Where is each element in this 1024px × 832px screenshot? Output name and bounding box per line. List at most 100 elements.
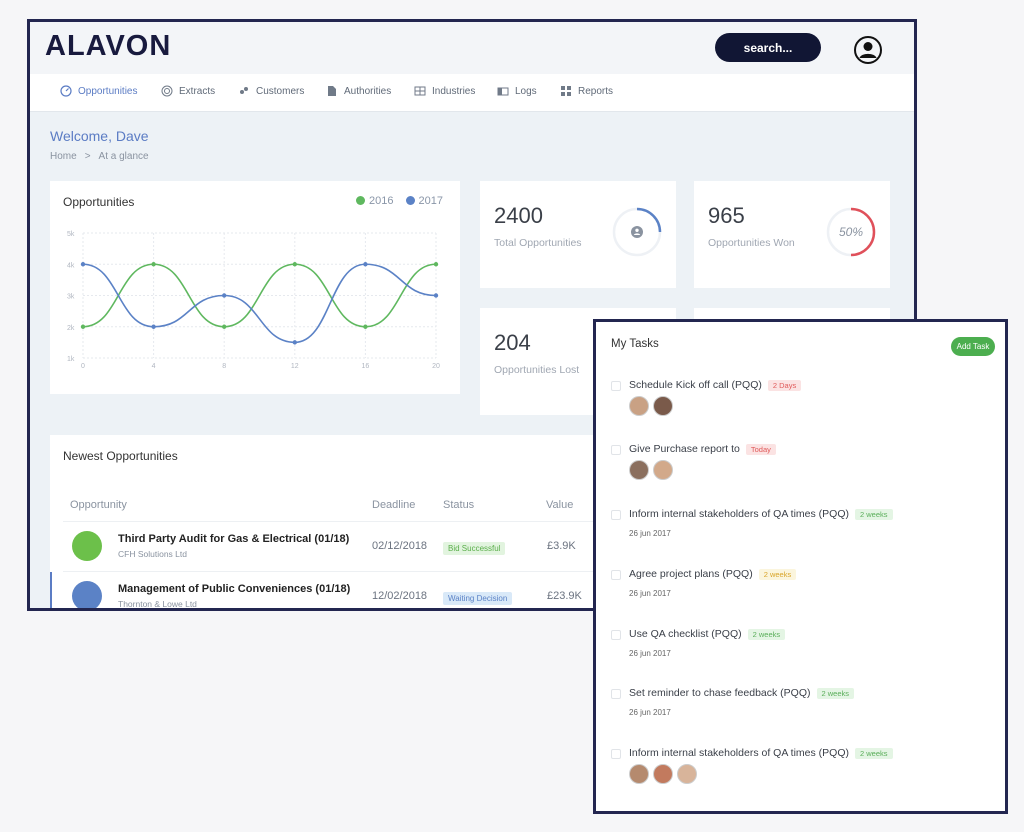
x-tick-label: 20 [432, 363, 440, 370]
breadcrumb-separator: > [84, 151, 91, 162]
nav-item-authorities[interactable]: Authorities [326, 85, 391, 97]
task-checkbox[interactable] [611, 510, 621, 520]
task-line: Schedule Kick off call (PQQ) 2 Days [629, 379, 802, 391]
series-line-2016 [82, 263, 437, 328]
column-header-status[interactable]: Status [443, 499, 475, 511]
task-date: 26 jun 2017 [629, 589, 671, 598]
task-checkbox[interactable] [611, 749, 621, 759]
data-point-2016 [80, 324, 86, 329]
gauge-icon [60, 85, 72, 97]
grid-icon [414, 86, 426, 96]
x-tick-label: 12 [291, 363, 299, 370]
stat-value: 204 [494, 330, 531, 355]
data-point-2017 [433, 293, 439, 298]
add-task-button[interactable]: Add Task [951, 337, 995, 356]
nav-item-industries[interactable]: Industries [414, 85, 475, 97]
data-point-2016 [151, 262, 156, 267]
my-tasks-window: My Tasks Add Task Schedule Kick off call… [593, 319, 1008, 814]
nav-label: Authorities [344, 85, 392, 97]
breadcrumb-current: At a glance [98, 151, 149, 162]
nav-item-opportunities[interactable]: Opportunities [60, 85, 137, 97]
data-point-2016 [363, 324, 368, 329]
task-text[interactable]: Agree project plans (PQQ) [629, 568, 753, 580]
nav-item-customers[interactable]: Customers [238, 85, 304, 97]
nav-label: Reports [578, 85, 614, 97]
data-point-2016 [292, 262, 297, 267]
data-point-2017 [151, 324, 156, 329]
target-icon [161, 85, 173, 97]
opportunities-chart-card: Opportunities 2016 2017 1k 2k 3k 4k 5k 0 4 8 12 1… [50, 181, 460, 394]
task-text[interactable]: Inform internal stakeholders of QA times… [629, 508, 849, 520]
task-text[interactable]: Inform internal stakeholders of QA times… [629, 747, 849, 759]
legend-item-2016[interactable]: 2016 [356, 195, 394, 207]
search-button[interactable]: search... [715, 33, 821, 62]
progress-ring: 50% [826, 207, 876, 257]
opportunity-deadline: 12/02/2018 [372, 590, 428, 602]
task-text[interactable]: Use QA checklist (PQQ) [629, 628, 742, 640]
chart-legend: 2016 2017 [356, 195, 443, 207]
avatar[interactable] [653, 396, 673, 416]
task-date: 26 jun 2017 [629, 529, 671, 538]
avatar[interactable] [629, 764, 649, 784]
nav-label: Extracts [179, 85, 216, 97]
status-badge: Waiting Decision [443, 592, 513, 605]
task-checkbox[interactable] [611, 445, 621, 455]
task-checkbox[interactable] [611, 570, 621, 580]
legend-item-2017[interactable]: 2017 [405, 195, 443, 207]
alavon-logo[interactable]: ALAVON [45, 31, 195, 59]
user-icon [631, 226, 643, 238]
x-tick-label: 4 [152, 363, 156, 370]
stat-label: Total Opportunities [494, 237, 582, 249]
status-badge: Bid Successful [443, 542, 506, 555]
stat-value: 2400 [494, 203, 543, 228]
task-due-tag: 2 weeks [816, 687, 855, 699]
task-text[interactable]: Set reminder to chase feedback (PQQ) [629, 687, 811, 699]
table-row[interactable]: Management of Public Conveniences (01/18… [50, 571, 603, 608]
task-line: Set reminder to chase feedback (PQQ) 2 w… [629, 687, 855, 699]
column-header-deadline[interactable]: Deadline [372, 499, 416, 511]
nav-item-extracts[interactable]: Extracts [161, 85, 215, 97]
nav-item-logs[interactable]: Logs [497, 85, 537, 97]
document-icon [328, 86, 336, 96]
opportunities-line-chart: 1k 2k 3k 4k 5k 0 4 8 12 16 20 [67, 231, 440, 370]
nav-item-reports[interactable]: Reports [560, 85, 613, 97]
data-point-2017 [222, 293, 227, 298]
opportunity-title[interactable]: Third Party Audit for Gas & Electrical (… [118, 533, 350, 545]
column-header-opportunity[interactable]: Opportunity [70, 499, 127, 511]
section-title: Newest Opportunities [63, 449, 178, 463]
opportunity-title[interactable]: Management of Public Conveniences (01/18… [118, 583, 351, 595]
y-tick-label: 5k [67, 231, 75, 238]
main-nav: Opportunities Extracts Customers Authori… [30, 74, 914, 112]
breadcrumb-home[interactable]: Home [50, 151, 77, 162]
task-checkbox[interactable] [611, 630, 621, 640]
column-header-value[interactable]: Value [546, 499, 574, 511]
avatar[interactable] [677, 764, 697, 784]
user-account-icon[interactable] [853, 35, 883, 65]
customers-icon [240, 87, 248, 94]
welcome-heading: Welcome, Dave [50, 128, 149, 144]
avatar[interactable] [629, 396, 649, 416]
task-text[interactable]: Schedule Kick off call (PQQ) [629, 379, 762, 391]
task-assignees [629, 764, 697, 784]
x-tick-label: 0 [81, 363, 85, 370]
avatar[interactable] [629, 460, 649, 480]
table-row[interactable]: Third Party Audit for Gas & Electrical (… [63, 521, 603, 571]
selected-row-marker [50, 572, 52, 608]
nav-label: Customers [256, 85, 305, 97]
opportunity-value: £23.9K [547, 590, 582, 602]
avatar[interactable] [653, 764, 673, 784]
series-line-2017 [82, 263, 437, 344]
nav-label: Industries [432, 85, 476, 97]
task-due-tag: 2 weeks [747, 628, 786, 640]
task-checkbox[interactable] [611, 381, 621, 391]
task-checkbox[interactable] [611, 689, 621, 699]
avatar[interactable] [653, 460, 673, 480]
task-text[interactable]: Give Purchase report to [629, 443, 740, 455]
y-tick-label: 2k [67, 325, 75, 332]
reports-icon [561, 86, 571, 96]
opportunity-avatar [72, 531, 102, 561]
task-line: Give Purchase report to Today [629, 443, 776, 455]
tasks-title: My Tasks [611, 338, 659, 350]
logs-icon [497, 87, 509, 96]
nav-label: Opportunities [78, 85, 138, 97]
